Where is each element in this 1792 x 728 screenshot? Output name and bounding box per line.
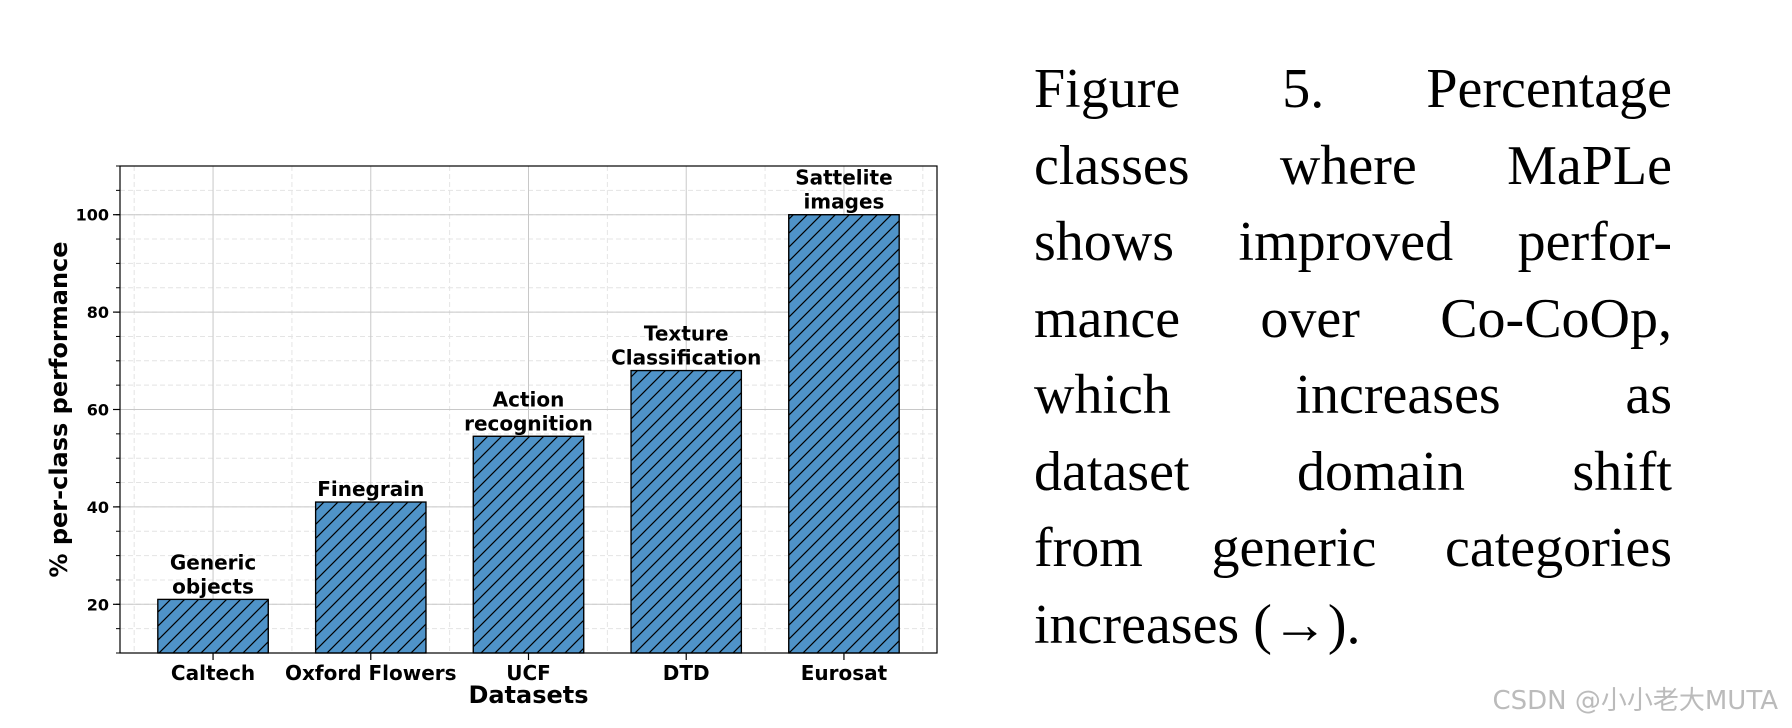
bar-group: [630, 369, 743, 654]
x-tick-label: UCF: [506, 661, 551, 685]
caption: Figure 5. Percentage classes where MaPLe s…: [1034, 51, 1672, 663]
bar-group: [157, 598, 269, 654]
y-tick-label: 60: [87, 401, 109, 420]
bar-group: [788, 214, 900, 654]
x-tick-label: Oxford Flowers: [285, 661, 457, 685]
bar-annotation: recognition: [464, 411, 593, 435]
y-axis-label: % per-class performance: [45, 241, 73, 577]
bar-annotation: objects: [172, 574, 254, 598]
bar-hatch: [472, 435, 585, 654]
caption-line: classes where MaPLe: [1034, 134, 1672, 197]
bar-annotation: Finegrain: [317, 477, 424, 501]
bar-hatch: [788, 214, 900, 654]
caption-line: Figure 5. Percentage: [1034, 58, 1672, 120]
bar-hatch: [157, 598, 269, 654]
bar-annotation: Action: [493, 387, 565, 411]
bar-hatch: [630, 369, 743, 654]
y-tick-label: 80: [87, 303, 109, 322]
caption-line: dataset domain shift: [1034, 440, 1672, 503]
x-tick-label: Caltech: [171, 661, 255, 685]
bar-group: [472, 435, 585, 654]
watermark: CSDN @小小老大MUTA: [1492, 686, 1778, 716]
caption-line: mance over Co-CoOp,: [1034, 287, 1672, 350]
bar-annotation: Generic: [170, 550, 256, 574]
caption-line: from generic categories: [1034, 517, 1672, 579]
bar-annotation: Classification: [611, 346, 761, 370]
caption-line: which increases as: [1034, 364, 1672, 426]
y-tick-label: 20: [87, 595, 109, 614]
caption-line: increases (→).: [1034, 593, 1361, 656]
x-axis-label: Datasets: [468, 681, 588, 709]
bar-group: [314, 501, 427, 654]
bar-annotation: images: [803, 190, 884, 214]
axes-frame: [119, 165, 938, 654]
bar-hatch: [314, 501, 427, 654]
bar-annotation: Texture: [644, 322, 729, 346]
caption-line: shows improved perfor-: [1034, 211, 1672, 273]
x-tick-label: Eurosat: [801, 661, 888, 685]
y-tick-label: 100: [76, 206, 109, 225]
y-tick-label: 40: [87, 498, 109, 517]
x-tick-label: DTD: [663, 661, 710, 685]
bar-annotation: Sattelite: [795, 166, 892, 190]
